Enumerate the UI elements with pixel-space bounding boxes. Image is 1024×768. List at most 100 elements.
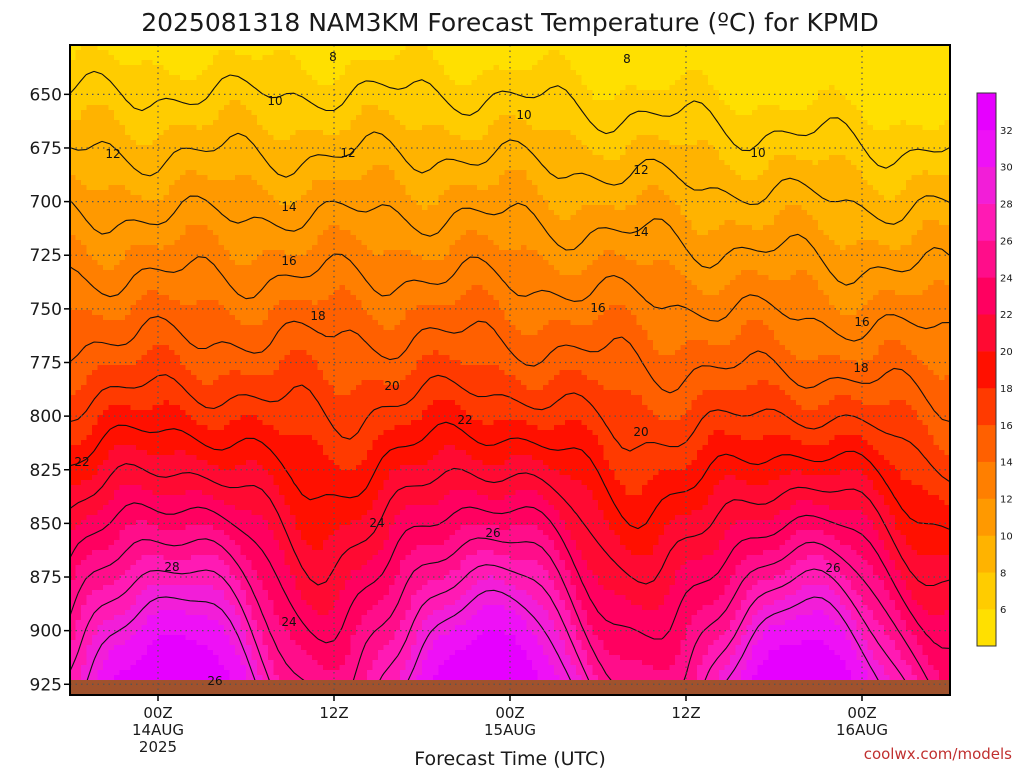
temperature-cell	[219, 555, 225, 561]
temperature-cell	[92, 240, 98, 246]
temperature-cell	[98, 560, 104, 566]
temperature-cell	[186, 565, 192, 571]
temperature-cell	[120, 215, 126, 221]
temperature-cell	[268, 555, 274, 561]
temperature-cell	[268, 665, 274, 671]
temperature-cell	[175, 175, 181, 181]
temperature-cell	[92, 315, 98, 321]
temperature-cell	[103, 300, 109, 306]
temperature-cell	[131, 475, 137, 481]
temperature-cell	[131, 590, 137, 596]
temperature-cell	[158, 140, 164, 146]
temperature-cell	[246, 365, 252, 371]
temperature-cell	[158, 450, 164, 456]
temperature-cell	[87, 325, 93, 331]
temperature-cell	[92, 130, 98, 136]
temperature-cell	[213, 640, 219, 646]
temperature-cell	[103, 590, 109, 596]
temperature-cell	[219, 345, 225, 351]
temperature-cell	[246, 115, 252, 121]
temperature-cell	[136, 285, 142, 291]
temperature-cell	[219, 300, 225, 306]
temperature-cell	[235, 330, 241, 336]
temperature-cell	[87, 420, 93, 426]
temperature-cell	[164, 625, 170, 631]
temperature-cell	[230, 180, 236, 186]
temperature-cell	[131, 640, 137, 646]
temperature-cell	[202, 430, 208, 436]
temperature-cell	[114, 380, 120, 386]
temperature-cell	[186, 220, 192, 226]
temperature-cell	[219, 315, 225, 321]
temperature-cell	[142, 575, 148, 581]
temperature-cell	[109, 380, 115, 386]
temperature-cell	[252, 120, 258, 126]
temperature-cell	[241, 265, 247, 271]
temperature-cell	[279, 60, 285, 66]
temperature-cell	[180, 530, 186, 536]
temperature-cell	[175, 625, 181, 631]
temperature-cell	[125, 495, 131, 501]
temperature-cell	[136, 605, 142, 611]
temperature-cell	[98, 110, 104, 116]
temperature-cell	[263, 640, 269, 646]
temperature-cell	[186, 105, 192, 111]
temperature-cell	[257, 175, 263, 181]
temperature-cell	[125, 525, 131, 531]
temperature-cell	[120, 195, 126, 201]
temperature-cell	[235, 135, 241, 141]
temperature-cell	[76, 345, 82, 351]
temperature-cell	[114, 530, 120, 536]
temperature-cell	[147, 135, 153, 141]
temperature-cell	[109, 485, 115, 491]
temperature-cell	[202, 365, 208, 371]
temperature-cell	[246, 410, 252, 416]
temperature-cell	[164, 635, 170, 641]
temperature-cell	[279, 165, 285, 171]
temperature-cell	[241, 550, 247, 556]
temperature-cell	[246, 480, 252, 486]
temperature-cell	[125, 445, 131, 451]
temperature-cell	[120, 440, 126, 446]
temperature-cell	[186, 485, 192, 491]
temperature-cell	[158, 115, 164, 121]
temperature-cell	[120, 370, 126, 376]
temperature-cell	[279, 155, 285, 161]
temperature-cell	[125, 175, 131, 181]
temperature-cell	[158, 175, 164, 181]
temperature-cell	[230, 175, 236, 181]
temperature-cell	[109, 260, 115, 266]
temperature-cell	[219, 560, 225, 566]
temperature-cell	[92, 420, 98, 426]
temperature-cell	[252, 570, 258, 576]
temperature-cell	[164, 95, 170, 101]
temperature-cell	[197, 190, 203, 196]
temperature-cell	[197, 305, 203, 311]
temperature-cell	[208, 275, 214, 281]
temperature-cell	[120, 80, 126, 86]
temperature-cell	[98, 280, 104, 286]
temperature-cell	[76, 550, 82, 556]
temperature-cell	[164, 665, 170, 671]
temperature-cell	[257, 330, 263, 336]
temperature-cell	[213, 565, 219, 571]
temperature-cell	[235, 445, 241, 451]
temperature-cell	[180, 225, 186, 231]
temperature-cell	[164, 515, 170, 521]
temperature-cell	[175, 370, 181, 376]
temperature-cell	[169, 205, 175, 211]
temperature-cell	[175, 675, 181, 681]
temperature-cell	[109, 575, 115, 581]
temperature-cell	[158, 120, 164, 126]
temperature-cell	[169, 245, 175, 251]
temperature-cell	[87, 165, 93, 171]
temperature-cell	[230, 595, 236, 601]
temperature-cell	[246, 330, 252, 336]
temperature-cell	[241, 500, 247, 506]
temperature-cell	[268, 490, 274, 496]
temperature-cell	[98, 545, 104, 551]
temperature-cell	[224, 205, 230, 211]
temperature-cell	[153, 110, 159, 116]
temperature-cell	[98, 555, 104, 561]
temperature-cell	[169, 240, 175, 246]
